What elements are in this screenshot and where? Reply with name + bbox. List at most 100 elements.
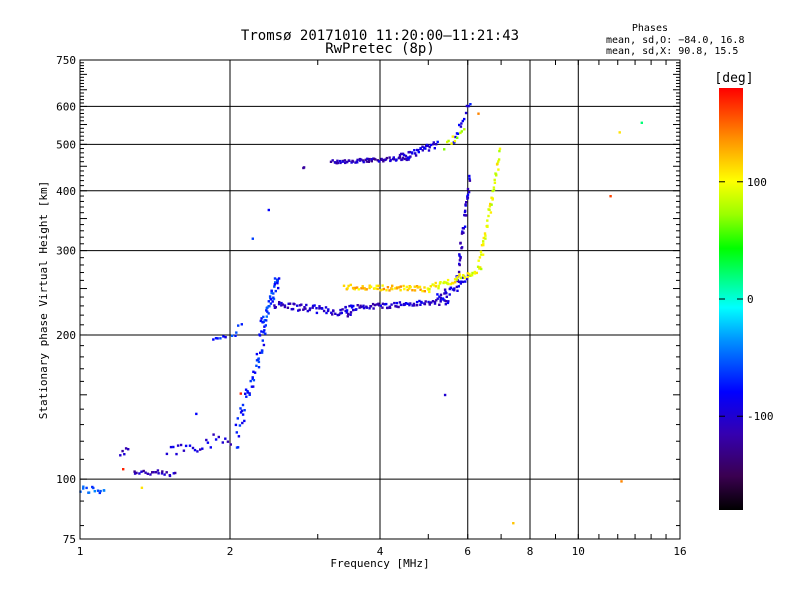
data-point bbox=[278, 301, 281, 304]
data-point bbox=[438, 303, 441, 306]
data-point bbox=[262, 343, 266, 347]
data-point bbox=[458, 123, 461, 127]
data-point bbox=[388, 306, 392, 309]
y-axis-label: Stationary phase Virtual Height [km] bbox=[37, 181, 50, 419]
data-point bbox=[268, 295, 272, 298]
data-point bbox=[98, 491, 101, 495]
data-point bbox=[459, 282, 462, 285]
data-point bbox=[350, 306, 354, 309]
data-point bbox=[451, 135, 454, 138]
data-point bbox=[366, 157, 369, 160]
data-point bbox=[341, 308, 344, 311]
data-point bbox=[490, 203, 493, 206]
data-point bbox=[367, 159, 371, 162]
data-point bbox=[267, 312, 270, 315]
data-point bbox=[356, 158, 359, 162]
data-point bbox=[239, 407, 242, 410]
data-point bbox=[305, 303, 308, 307]
data-point bbox=[436, 140, 439, 144]
data-point bbox=[395, 287, 399, 290]
data-point bbox=[392, 156, 395, 159]
data-point bbox=[371, 302, 375, 306]
data-point bbox=[369, 285, 373, 288]
data-point bbox=[92, 486, 95, 490]
data-point bbox=[460, 280, 463, 283]
data-point bbox=[458, 254, 461, 257]
data-point bbox=[244, 388, 248, 391]
data-point bbox=[169, 445, 173, 449]
data-point bbox=[361, 287, 364, 290]
data-point bbox=[451, 282, 455, 285]
data-point bbox=[395, 301, 399, 305]
data-point bbox=[273, 277, 277, 280]
data-point bbox=[468, 179, 472, 182]
data-point bbox=[352, 308, 355, 312]
data-point bbox=[365, 288, 368, 291]
data-point bbox=[418, 299, 421, 303]
data-point bbox=[133, 470, 136, 473]
data-point bbox=[276, 282, 279, 285]
data-point bbox=[493, 178, 496, 182]
data-point bbox=[421, 149, 424, 152]
data-point bbox=[392, 158, 396, 161]
data-point bbox=[476, 265, 480, 268]
data-point bbox=[262, 320, 265, 324]
data-point bbox=[157, 472, 160, 475]
data-point bbox=[268, 305, 271, 308]
data-point bbox=[336, 161, 339, 165]
data-point bbox=[398, 156, 401, 159]
data-point bbox=[327, 308, 330, 311]
data-point bbox=[172, 445, 175, 449]
data-point bbox=[193, 448, 197, 452]
data-point bbox=[262, 315, 265, 319]
data-point bbox=[498, 149, 501, 153]
data-point bbox=[308, 308, 311, 312]
data-point bbox=[384, 158, 388, 161]
data-point bbox=[433, 302, 437, 305]
data-point bbox=[348, 159, 351, 162]
data-point bbox=[348, 304, 351, 308]
data-point bbox=[370, 160, 373, 163]
data-point bbox=[286, 306, 290, 309]
axis-ticks: 1 2 4 6 8 10 16 75 100 200 300 400 500 600 750 bbox=[56, 54, 687, 558]
data-point bbox=[423, 286, 426, 289]
data-point bbox=[428, 146, 431, 149]
data-point bbox=[435, 299, 438, 302]
data-point bbox=[350, 304, 353, 307]
data-point bbox=[298, 304, 302, 307]
data-point bbox=[280, 304, 283, 307]
data-point bbox=[163, 473, 166, 476]
data-point bbox=[449, 286, 453, 290]
data-point bbox=[161, 470, 164, 473]
data-point bbox=[437, 284, 440, 288]
data-point bbox=[464, 214, 468, 217]
data-point bbox=[432, 284, 436, 287]
data-point bbox=[444, 303, 447, 306]
data-point bbox=[467, 104, 470, 108]
data-point bbox=[391, 287, 394, 291]
data-point bbox=[346, 315, 349, 318]
data-point bbox=[436, 293, 439, 296]
x-tick-label: 10 bbox=[572, 545, 585, 558]
data-point bbox=[471, 271, 474, 275]
data-point bbox=[466, 196, 470, 199]
data-point bbox=[408, 287, 411, 290]
data-point bbox=[399, 289, 402, 292]
data-point bbox=[191, 446, 195, 450]
data-point bbox=[469, 103, 472, 106]
data-point bbox=[492, 188, 496, 192]
data-point bbox=[398, 301, 402, 304]
data-point bbox=[179, 443, 183, 447]
data-point bbox=[397, 286, 401, 289]
data-point bbox=[433, 300, 437, 304]
data-point bbox=[119, 454, 122, 457]
data-point bbox=[383, 303, 386, 306]
data-point bbox=[345, 309, 349, 312]
data-point bbox=[468, 174, 471, 178]
colorbar-tick-label: -100 bbox=[747, 410, 774, 423]
data-point bbox=[277, 277, 281, 280]
data-point bbox=[311, 306, 314, 309]
data-point bbox=[124, 447, 128, 450]
data-point bbox=[376, 287, 379, 291]
data-point bbox=[445, 292, 448, 295]
